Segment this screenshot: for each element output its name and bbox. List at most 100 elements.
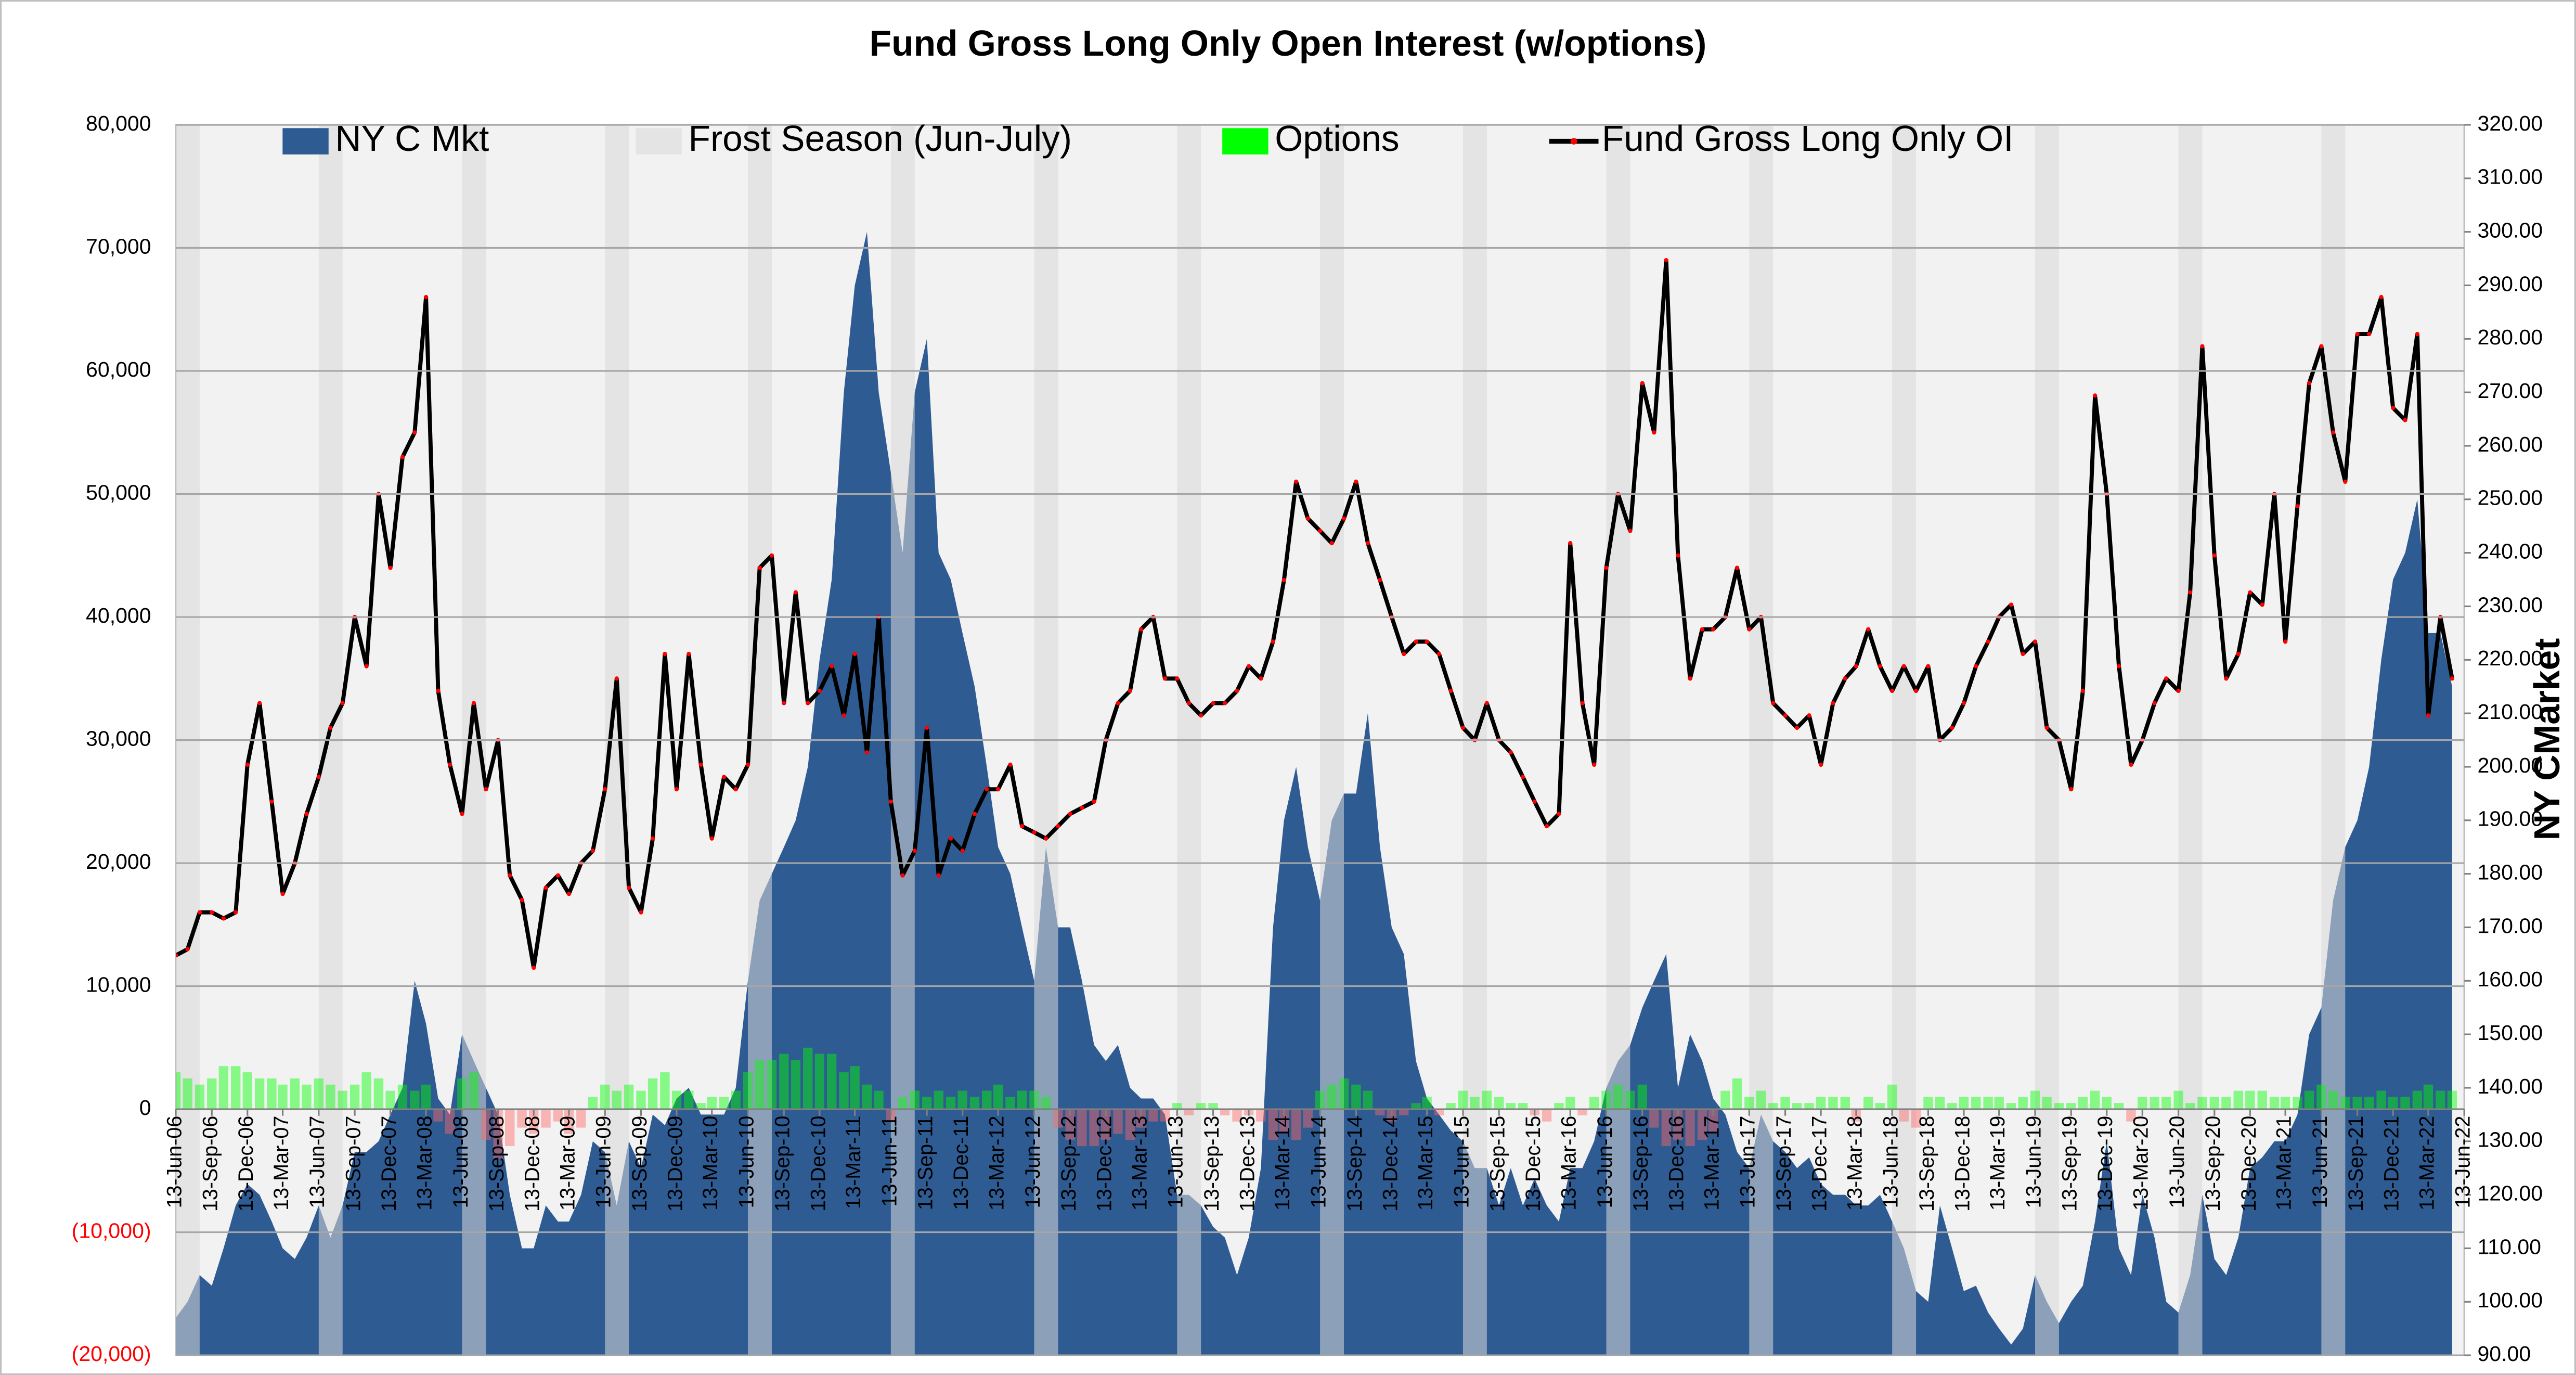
oi-marker xyxy=(806,701,810,705)
oi-marker xyxy=(627,885,631,890)
options-bar xyxy=(1482,1090,1492,1110)
oi-marker xyxy=(412,430,417,435)
options-bar xyxy=(993,1084,1003,1110)
y2-tick-label: 140.00 xyxy=(2477,1074,2543,1098)
options-bar xyxy=(1697,1109,1707,1140)
options-bar xyxy=(2114,1103,2124,1110)
options-bar xyxy=(1732,1078,1742,1110)
options-bar xyxy=(1470,1097,1480,1110)
y2-tick-label: 130.00 xyxy=(2477,1128,2543,1152)
oi-marker xyxy=(400,455,405,459)
y-tick-label: (20,000) xyxy=(72,1342,151,1366)
options-bar xyxy=(1065,1109,1075,1140)
options-bar xyxy=(338,1090,347,1110)
oi-marker xyxy=(830,664,834,669)
options-bar xyxy=(1351,1084,1361,1110)
x-tick-label: 13-Jun-20 xyxy=(2166,1116,2189,1209)
oi-marker xyxy=(698,762,703,767)
options-bar xyxy=(1041,1097,1051,1110)
oi-marker xyxy=(1223,701,1227,705)
oi-marker xyxy=(1783,713,1788,718)
oi-marker xyxy=(1795,725,1800,730)
options-bar xyxy=(1589,1097,1599,1110)
x-tick-label: 13-Dec-16 xyxy=(1665,1116,1688,1212)
legend-label: Options xyxy=(1275,118,1399,159)
oi-marker xyxy=(436,688,441,693)
options-bar xyxy=(1983,1097,1993,1110)
options-bar xyxy=(791,1060,801,1110)
oi-marker xyxy=(1448,688,1453,693)
x-tick-label: 13-Jun-16 xyxy=(1594,1116,1616,1209)
oi-marker xyxy=(1317,529,1323,533)
options-bar xyxy=(862,1084,872,1110)
options-bar xyxy=(2173,1090,2183,1110)
oi-marker xyxy=(1854,664,1858,669)
oi-marker xyxy=(484,787,488,792)
oi-marker xyxy=(340,701,345,705)
options-bar xyxy=(481,1109,491,1140)
y2-tick-label: 260.00 xyxy=(2477,432,2543,456)
options-bar xyxy=(1625,1090,1635,1110)
options-bar xyxy=(231,1066,241,1110)
options-bar xyxy=(767,1060,777,1110)
oi-marker xyxy=(1414,639,1418,644)
oi-marker xyxy=(280,892,285,896)
oi-marker xyxy=(1259,676,1263,681)
oi-marker xyxy=(1986,639,1990,644)
x-tick-label: 13-Dec-06 xyxy=(235,1116,257,1212)
options-bar xyxy=(385,1090,395,1110)
oi-marker xyxy=(364,664,369,669)
options-bar xyxy=(1708,1109,1718,1134)
oi-marker xyxy=(508,873,512,878)
x-tick-label: 13-Jun-06 xyxy=(163,1116,186,1209)
oi-marker xyxy=(985,787,989,792)
x-tick-label: 13-Jun-10 xyxy=(735,1116,758,1209)
options-bar xyxy=(278,1084,288,1110)
oi-marker xyxy=(566,892,572,896)
options-bar xyxy=(2340,1097,2350,1110)
x-tick-label: 13-Mar-18 xyxy=(1843,1116,1866,1211)
options-bar xyxy=(1971,1097,1981,1110)
options-bar xyxy=(457,1078,467,1110)
oi-marker xyxy=(2331,430,2336,435)
options-bar xyxy=(600,1084,610,1110)
oi-marker xyxy=(1128,688,1133,693)
options-bar xyxy=(2316,1084,2326,1110)
oi-marker xyxy=(1974,664,1978,669)
oi-marker xyxy=(590,849,595,853)
x-tick-label: 13-Mar-14 xyxy=(1271,1116,1294,1211)
options-bar xyxy=(922,1097,932,1110)
oi-marker xyxy=(1508,750,1513,755)
oi-marker xyxy=(687,651,691,657)
oi-marker xyxy=(1604,566,1609,570)
oi-marker xyxy=(1580,701,1585,705)
oi-marker xyxy=(2307,381,2312,385)
x-tick-label: 13-Dec-12 xyxy=(1093,1116,1116,1212)
oi-marker xyxy=(2391,405,2396,410)
oi-marker xyxy=(1378,577,1382,583)
oi-marker xyxy=(948,836,953,841)
options-bar xyxy=(719,1097,729,1110)
x-tick-label: 13-Dec-11 xyxy=(950,1116,973,1210)
options-bar xyxy=(1828,1097,1838,1110)
options-bar xyxy=(242,1072,252,1110)
oi-marker xyxy=(1032,830,1037,835)
y-tick-label: 60,000 xyxy=(86,357,151,381)
oi-marker xyxy=(520,897,524,903)
options-bar xyxy=(1208,1103,1218,1110)
oi-marker xyxy=(1199,713,1203,718)
options-bar xyxy=(207,1078,217,1110)
oi-marker xyxy=(269,799,274,804)
options-bar xyxy=(1792,1103,1802,1110)
x-tick-label: 13-Dec-10 xyxy=(807,1116,830,1212)
legend-swatch xyxy=(1222,128,1268,155)
options-bar xyxy=(445,1109,455,1134)
x-tick-label: 13-Dec-18 xyxy=(1951,1116,1974,1212)
oi-marker xyxy=(1043,836,1048,841)
options-bar xyxy=(1661,1109,1671,1147)
options-bar xyxy=(1565,1097,1575,1110)
options-bar xyxy=(2423,1084,2433,1110)
oi-marker xyxy=(1734,566,1740,570)
oi-marker xyxy=(936,873,941,878)
x-tick-label: 13-Mar-11 xyxy=(842,1116,865,1209)
